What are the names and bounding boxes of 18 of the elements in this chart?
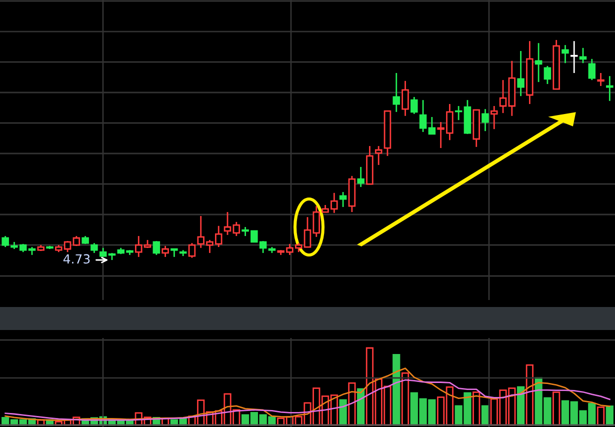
- bar: [606, 406, 614, 426]
- annotation: 4.73: [63, 254, 90, 264]
- bar: [392, 354, 400, 426]
- candlestick: [402, 80, 409, 117]
- candlestick: [606, 75, 614, 102]
- candlestick: [508, 60, 516, 117]
- candlestick: [570, 40, 578, 74]
- candlestick: [597, 72, 604, 87]
- candlestick: [357, 166, 364, 188]
- candlestick: [534, 42, 542, 83]
- candlestick: [526, 40, 534, 105]
- candlestick: [374, 145, 382, 166]
- candlestick: [392, 72, 400, 113]
- bar: [516, 386, 525, 426]
- candlestick: [454, 105, 462, 121]
- bar: [339, 399, 347, 426]
- candlestick: [517, 50, 524, 97]
- candlestick: [490, 105, 498, 130]
